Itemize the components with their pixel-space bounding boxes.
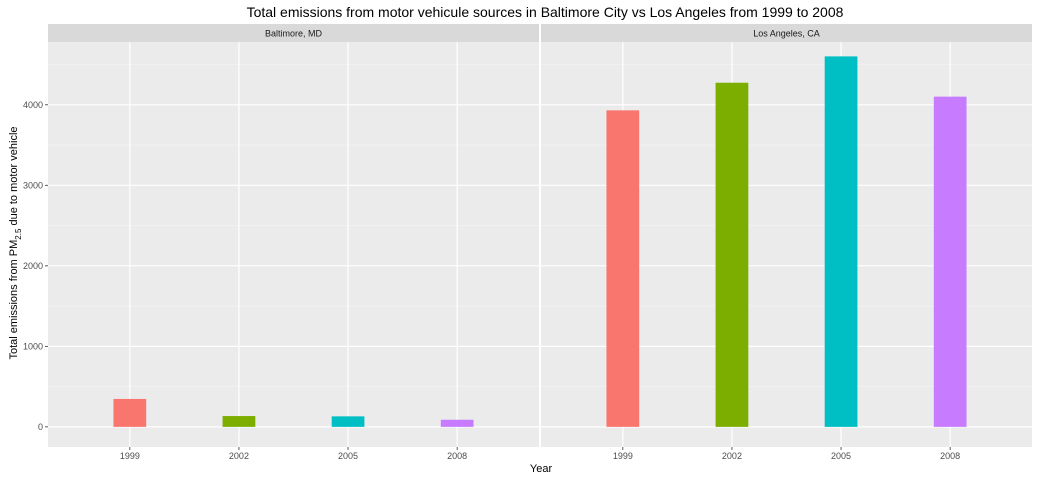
bar-2002 [715, 82, 749, 427]
x-tick-label: 2005 [831, 451, 851, 461]
y-tick-label: 3000 [23, 180, 43, 190]
y-tick-label: 4000 [23, 100, 43, 110]
x-tick-label: 2008 [940, 451, 960, 461]
facet-panel: Baltimore, MD 1999 2002 2005 2008 [48, 24, 539, 461]
x-tick-label: 2008 [447, 451, 467, 461]
panel-background [48, 42, 539, 447]
y-axis-title-before: Total emissions from PM [8, 240, 20, 360]
x-tick-label: 2002 [722, 451, 742, 461]
y-axis-title-after: due to motor vehicle [8, 126, 20, 228]
x-tick-label: 1999 [120, 451, 140, 461]
bar-1999 [606, 110, 640, 427]
y-axis: 0 1000 2000 3000 4000 [23, 100, 48, 432]
x-tick-label: 1999 [613, 451, 633, 461]
bar-2005 [824, 56, 858, 427]
bar-2008 [440, 419, 474, 427]
bar-2002 [222, 416, 256, 427]
x-tick-label: 2005 [338, 451, 358, 461]
facet-strip [48, 24, 539, 42]
facet-panel: Los Angeles, CA 1999 2002 2005 2008 [541, 24, 1032, 461]
y-axis-title-subscript: 2.5 [14, 228, 23, 240]
facet-strip [541, 24, 1032, 42]
bar-2005 [331, 416, 365, 427]
bar-2008 [933, 96, 967, 427]
y-axis-title: Total emissions from PM2.5 due to motor … [8, 126, 23, 359]
y-tick-label: 0 [38, 422, 43, 432]
y-tick-label: 1000 [23, 341, 43, 351]
y-tick-label: 2000 [23, 261, 43, 271]
x-axis-title: Year [530, 463, 553, 475]
facet-strip-label: Baltimore, MD [265, 29, 323, 39]
x-tick-label: 2002 [229, 451, 249, 461]
chart-title: Total emissions from motor vehicule sour… [247, 4, 844, 20]
facet-strip-label: Los Angeles, CA [753, 29, 820, 39]
bar-1999 [113, 398, 147, 427]
